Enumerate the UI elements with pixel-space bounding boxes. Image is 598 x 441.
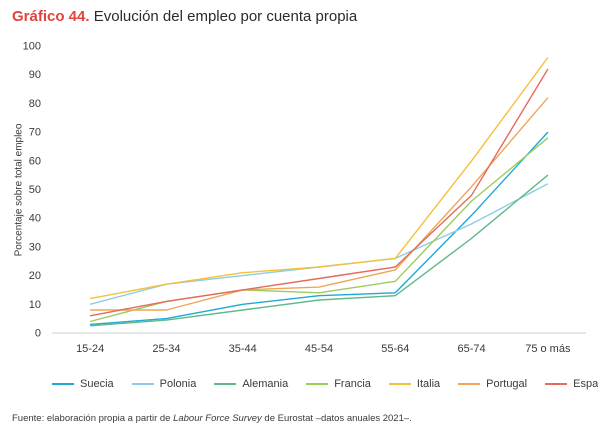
legend-swatch	[388, 383, 411, 385]
x-tick-label: 25-34	[152, 343, 180, 355]
y-tick-label: 90	[29, 69, 41, 81]
x-tick-label: 75 o más	[525, 343, 571, 355]
series-line-italia	[89, 57, 549, 300]
chart-title-text: Evolución del empleo por cuenta propia	[93, 8, 358, 25]
x-tick-label: 45-54	[305, 343, 333, 355]
legend-item: España	[545, 378, 598, 390]
legend-label: España	[573, 378, 598, 390]
y-tick-label: 70	[29, 127, 41, 139]
legend-swatch	[131, 383, 154, 385]
source-note: Fuente: elaboración propia a partir de L…	[12, 413, 412, 424]
legend-label: Portugal	[486, 378, 528, 390]
series-line-francia	[89, 137, 549, 323]
series-line-españa	[89, 68, 549, 317]
legend-item: Italia	[388, 378, 441, 390]
legend-swatch	[306, 383, 329, 385]
legend-label: Francia	[334, 378, 371, 390]
legend-swatch	[545, 383, 568, 385]
y-tick-label: 50	[29, 184, 41, 196]
legend-item: Francia	[306, 378, 371, 390]
legend-label: Suecia	[80, 378, 114, 390]
legend-label: Polonia	[159, 378, 197, 390]
x-tick-label: 15-24	[76, 343, 104, 355]
y-tick-label: 80	[29, 98, 41, 110]
series-line-alemania	[90, 174, 549, 327]
chart-number: Gráfico 44.	[12, 8, 90, 25]
y-tick-label: 60	[29, 155, 41, 167]
legend-label: Alemania	[242, 378, 289, 390]
source-suffix: de Eurostat –datos anuales 2021–.	[261, 413, 412, 424]
chart-title: Gráfico 44. Evolución del empleo por cue…	[12, 8, 357, 25]
source-prefix: Fuente: elaboración propia a partir de	[12, 413, 174, 424]
y-tick-label: 30	[29, 241, 41, 253]
legend-item: Alemania	[214, 378, 288, 390]
y-tick-label: 20	[29, 270, 41, 282]
legend-swatch	[458, 383, 481, 385]
legend: Suecia Polonia Alemania Francia Italia Portug…	[52, 378, 598, 390]
y-tick-label: 0	[35, 328, 41, 340]
y-tick-label: 100	[23, 41, 41, 53]
legend-item: Polonia	[131, 378, 197, 390]
x-tick-label: 65-74	[458, 343, 486, 355]
legend-item: Portugal	[458, 378, 527, 390]
series-line-portugal	[90, 97, 549, 311]
x-tick-label: 55-64	[381, 343, 409, 355]
legend-label: Italia	[416, 378, 441, 390]
y-axis-label: Porcentaje sobre total empleo	[13, 123, 25, 257]
y-tick-label: 10	[29, 299, 41, 311]
x-tick-label: 35-44	[229, 343, 257, 355]
y-tick-label: 40	[29, 213, 41, 225]
legend-swatch	[214, 383, 237, 385]
source-italic: Labour Force Survey	[173, 413, 262, 424]
legend-item: Suecia	[52, 378, 114, 390]
legend-swatch	[52, 383, 74, 385]
series-line-suecia	[90, 131, 549, 326]
